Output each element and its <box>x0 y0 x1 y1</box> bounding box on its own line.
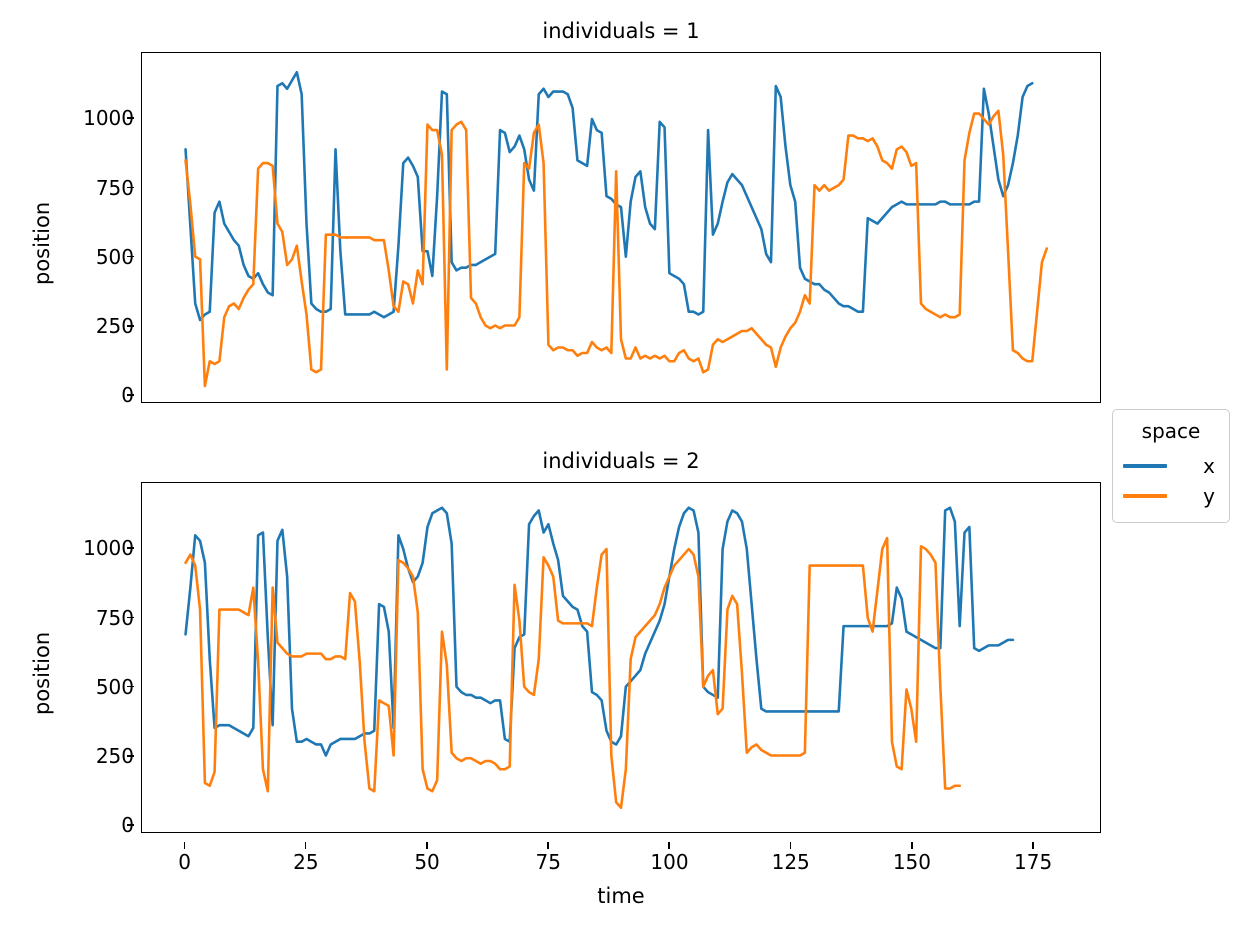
x-tick-label: 100 <box>650 850 689 874</box>
y-tick-mark <box>127 685 134 688</box>
x-tick-mark <box>668 842 671 849</box>
y-tick-labels-top: 0 250 500 750 1000 <box>14 52 134 405</box>
y-tick-label: 500 <box>95 244 134 269</box>
series-line-y-panel1 <box>184 109 1049 388</box>
y-tick-mark <box>127 325 134 327</box>
x-tick-label: 50 <box>414 850 440 874</box>
y-tick-label: 750 <box>95 175 134 200</box>
x-tick-mark <box>547 842 549 849</box>
x-tick-mark <box>910 842 913 849</box>
x-tick-label: 125 <box>771 850 810 874</box>
x-tick-label: 175 <box>1014 850 1053 874</box>
subplot-title-2: individuals = 2 <box>542 449 700 473</box>
legend-title: space <box>1141 419 1201 443</box>
y-tick-mark <box>127 117 134 120</box>
x-tick-label: 150 <box>892 850 931 874</box>
y-tick-label: 0 <box>62 815 134 835</box>
y-tick-label: 1000 <box>83 106 134 131</box>
y-tick-labels-bottom: 0 250 500 750 1000 <box>14 482 134 835</box>
y-tick-mark <box>127 824 134 826</box>
x-tick-label: 0 <box>178 850 191 874</box>
x-tick-mark <box>304 842 307 849</box>
y-tick-mark <box>127 394 134 396</box>
x-tick-labels: 0 25 50 75 100 125 150 175 <box>141 842 1101 874</box>
series-line-x-panel1 <box>184 70 1034 322</box>
x-tick-mark <box>426 842 428 849</box>
y-tick-mark <box>127 547 134 550</box>
legend[interactable]: space x y <box>1112 409 1230 523</box>
legend-item-x[interactable]: x <box>1123 451 1219 481</box>
y-tick-mark <box>127 186 134 189</box>
y-tick-mark <box>127 616 134 619</box>
line-chart-individuals-2 <box>184 506 1015 810</box>
legend-swatch-x-icon <box>1123 464 1167 468</box>
x-tick-mark <box>1032 842 1034 849</box>
legend-label-x: x <box>1203 454 1215 478</box>
legend-item-y[interactable]: y <box>1123 481 1219 511</box>
y-tick-label: 750 <box>95 605 134 630</box>
y-tick-label: 250 <box>95 744 134 769</box>
y-tick-label: 0 <box>62 385 134 405</box>
line-chart-individuals-1 <box>184 70 1049 388</box>
x-tick-label: 75 <box>535 850 561 874</box>
x-axis-label: time <box>597 884 645 908</box>
y-tick-label: 250 <box>95 314 134 339</box>
x-tick-mark <box>183 842 186 849</box>
legend-swatch-y-icon <box>1123 494 1167 498</box>
x-tick-label: 25 <box>293 850 319 874</box>
plot-area-individuals-2[interactable] <box>141 482 1101 833</box>
x-tick-mark <box>789 842 792 849</box>
y-tick-mark <box>127 755 134 757</box>
plot-area-individuals-1[interactable] <box>141 52 1101 403</box>
series-line-y-panel2 <box>184 536 961 810</box>
subplot-title-1: individuals = 1 <box>542 19 700 43</box>
y-tick-label: 1000 <box>83 536 134 561</box>
y-tick-label: 500 <box>95 674 134 699</box>
series-line-x-panel2 <box>184 506 1015 757</box>
y-tick-mark <box>127 255 134 258</box>
legend-label-y: y <box>1203 484 1215 508</box>
